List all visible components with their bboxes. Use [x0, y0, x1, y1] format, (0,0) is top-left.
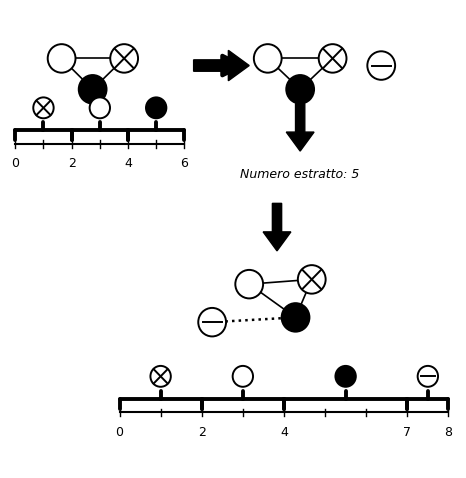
Text: 8: 8: [445, 426, 452, 439]
Circle shape: [336, 366, 356, 387]
Circle shape: [298, 265, 326, 293]
Polygon shape: [194, 50, 249, 81]
Polygon shape: [286, 104, 314, 151]
Circle shape: [254, 44, 281, 73]
Circle shape: [418, 366, 438, 387]
Text: 0: 0: [11, 157, 19, 170]
Text: 2: 2: [68, 157, 75, 170]
Text: 4: 4: [280, 426, 288, 439]
Circle shape: [367, 51, 395, 80]
Circle shape: [33, 98, 54, 118]
Polygon shape: [263, 203, 291, 251]
Circle shape: [89, 98, 110, 118]
Circle shape: [233, 366, 253, 387]
Circle shape: [48, 44, 75, 73]
Circle shape: [79, 75, 107, 104]
Text: 0: 0: [116, 426, 123, 439]
Circle shape: [151, 366, 171, 387]
Circle shape: [110, 44, 138, 73]
Circle shape: [146, 98, 166, 118]
Circle shape: [198, 308, 226, 337]
Text: Numero estratto: 5: Numero estratto: 5: [240, 168, 359, 181]
Circle shape: [286, 75, 314, 104]
Circle shape: [235, 270, 263, 298]
Text: 7: 7: [403, 426, 411, 439]
Text: 2: 2: [198, 426, 206, 439]
Circle shape: [319, 44, 347, 73]
Circle shape: [281, 303, 309, 332]
Text: 4: 4: [124, 157, 132, 170]
Text: 6: 6: [180, 157, 188, 170]
